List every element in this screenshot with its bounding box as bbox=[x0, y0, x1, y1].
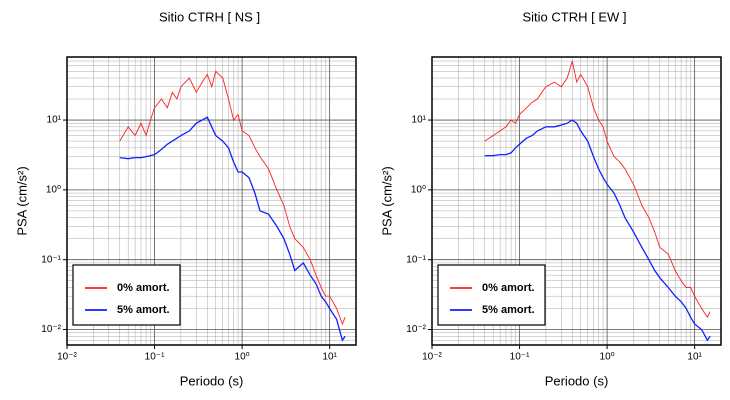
legend-label: 5% amort. bbox=[117, 304, 170, 316]
x-tick-label: 10⁰ bbox=[235, 352, 250, 363]
legend-box bbox=[437, 264, 546, 326]
y-axis-label: PSA (cm/s²) bbox=[14, 166, 29, 235]
series-line bbox=[484, 119, 711, 342]
y-tick-label: 10⁻² bbox=[406, 324, 426, 335]
series-line bbox=[484, 60, 711, 319]
legend-box bbox=[72, 264, 181, 326]
y-tick-label: 10⁻¹ bbox=[41, 254, 61, 265]
x-tick-label: 10⁰ bbox=[600, 352, 615, 363]
y-tick-label: 10¹ bbox=[412, 115, 427, 126]
x-tick-label: 10⁻¹ bbox=[145, 352, 165, 363]
y-tick-label: 10⁻¹ bbox=[406, 254, 426, 265]
x-tick-label: 10⁻¹ bbox=[510, 352, 530, 363]
legend-label: 0% amort. bbox=[117, 282, 170, 294]
panel: 10⁻² 10⁻¹ 10⁰ 10¹ 10⁻² 10⁻¹ 10⁰ 10¹ Sitio CTRH [… bbox=[14, 9, 357, 388]
panel: 10⁻² 10⁻¹ 10⁰ 10¹ 10⁻² 10⁻¹ 10⁰ 10¹ Sitio CTRH [… bbox=[379, 9, 722, 388]
series-line bbox=[119, 116, 346, 342]
x-axis-label: Periodo (s) bbox=[180, 373, 244, 388]
legend-label: 5% amort. bbox=[482, 304, 535, 316]
legend-label: 0% amort. bbox=[482, 282, 535, 294]
series-line bbox=[119, 70, 346, 326]
x-tick-label: 10¹ bbox=[687, 352, 702, 363]
x-tick-label: 10⁻² bbox=[57, 352, 77, 363]
plot-frame bbox=[431, 56, 722, 346]
plot-frame bbox=[66, 56, 357, 346]
x-axis-label: Periodo (s) bbox=[545, 373, 609, 388]
chart-title: Sitio CTRH [ NS ] bbox=[159, 9, 260, 24]
y-axis-label: PSA (cm/s²) bbox=[379, 166, 394, 235]
y-tick-label: 10⁰ bbox=[411, 185, 426, 196]
y-tick-label: 10⁻² bbox=[41, 324, 61, 335]
y-tick-label: 10⁰ bbox=[46, 185, 61, 196]
chart-title: Sitio CTRH [ EW ] bbox=[522, 9, 626, 24]
y-tick-label: 10¹ bbox=[47, 115, 62, 126]
x-tick-label: 10⁻² bbox=[422, 352, 442, 363]
x-tick-label: 10¹ bbox=[322, 352, 337, 363]
